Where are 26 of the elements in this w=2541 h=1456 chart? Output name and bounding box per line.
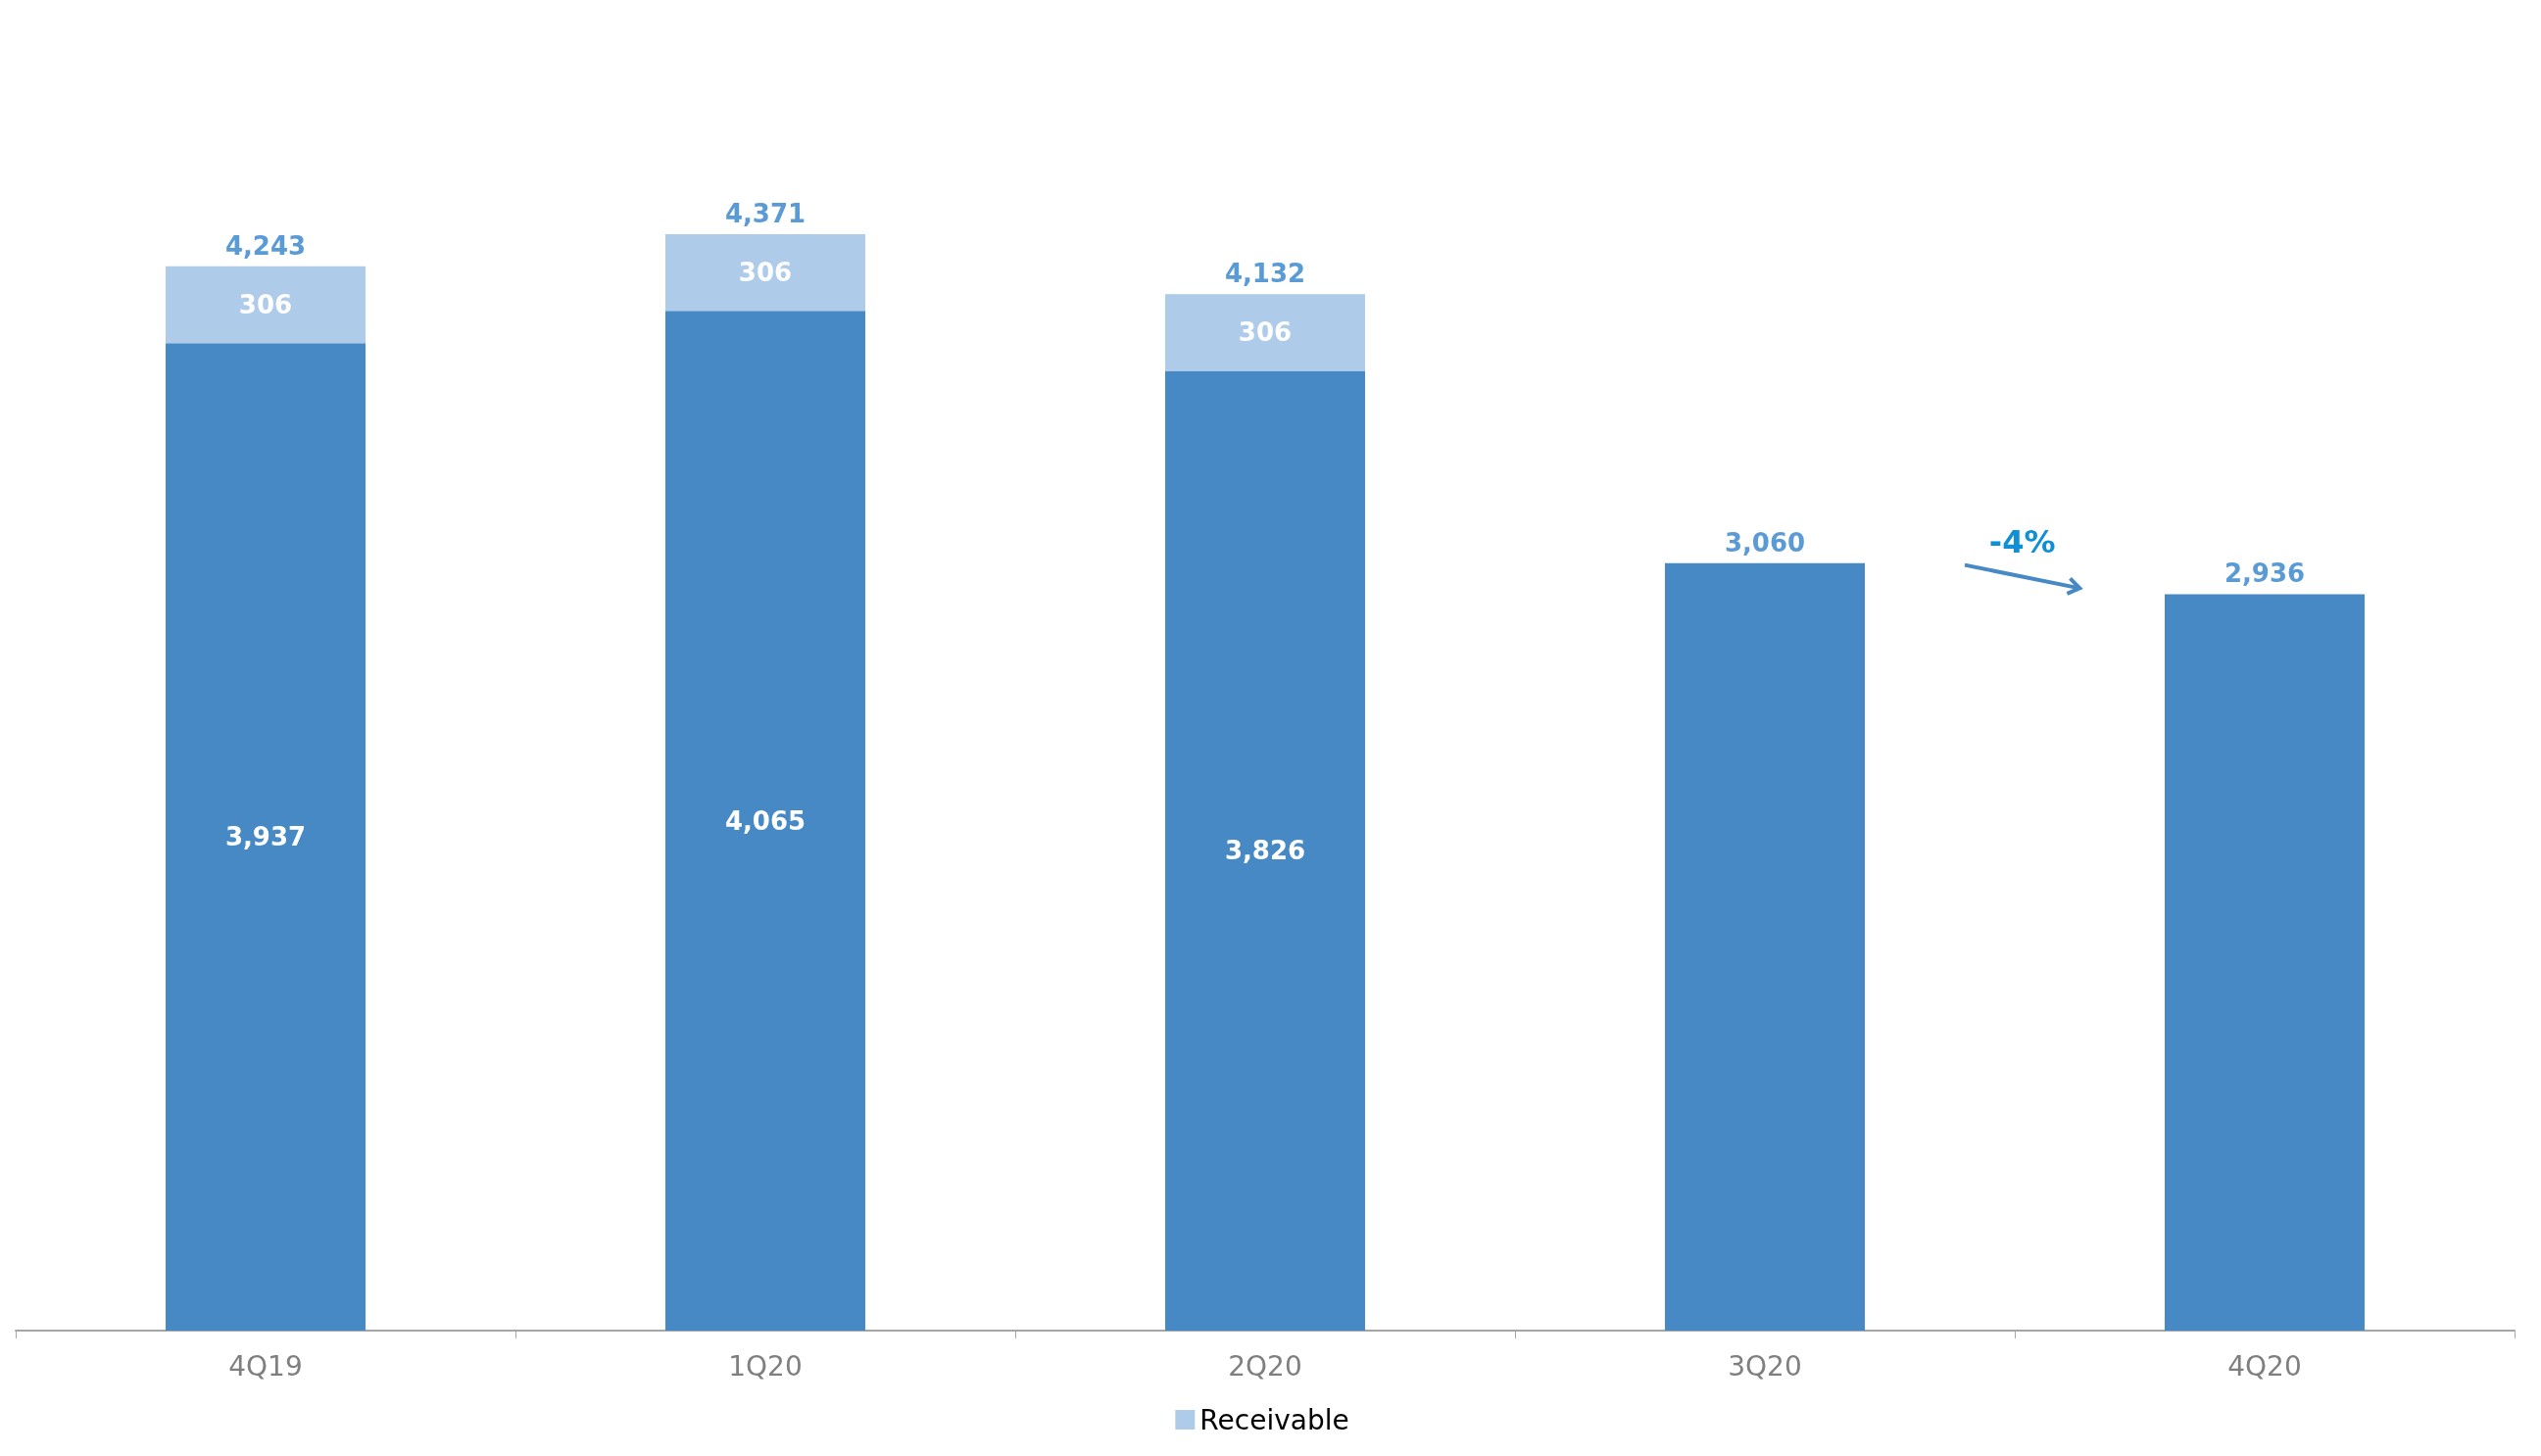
total-label: 4,132 [1224, 259, 1306, 289]
total-label: 2,936 [2223, 558, 2306, 589]
x-tick-label: 2Q20 [1228, 1349, 1302, 1383]
bar [166, 266, 366, 344]
annotation: -4% [1988, 522, 2056, 560]
legend-label: Receivable [1199, 1403, 1349, 1436]
total-label: 4,371 [724, 199, 806, 229]
bar [665, 234, 865, 312]
total-label: 4,243 [224, 230, 307, 261]
bar [1665, 562, 1865, 1331]
data-label: 306 [238, 289, 293, 319]
bar [665, 311, 865, 1331]
bar [2165, 594, 2365, 1331]
data-label: 3,937 [224, 822, 307, 852]
bar [1165, 370, 1365, 1331]
bar [1165, 294, 1365, 371]
bar [166, 343, 366, 1331]
data-label: 306 [1238, 317, 1293, 348]
x-tick-label: 4Q19 [228, 1349, 303, 1383]
x-tick-label: 4Q20 [2227, 1349, 2302, 1383]
x-tick-label: 3Q20 [1728, 1349, 1802, 1383]
x-tick-label: 1Q20 [728, 1349, 803, 1383]
total-label: 3,060 [1724, 527, 1806, 558]
data-label: 4,065 [724, 805, 806, 836]
data-label: 306 [738, 258, 793, 288]
data-label: 3,826 [1224, 836, 1306, 866]
